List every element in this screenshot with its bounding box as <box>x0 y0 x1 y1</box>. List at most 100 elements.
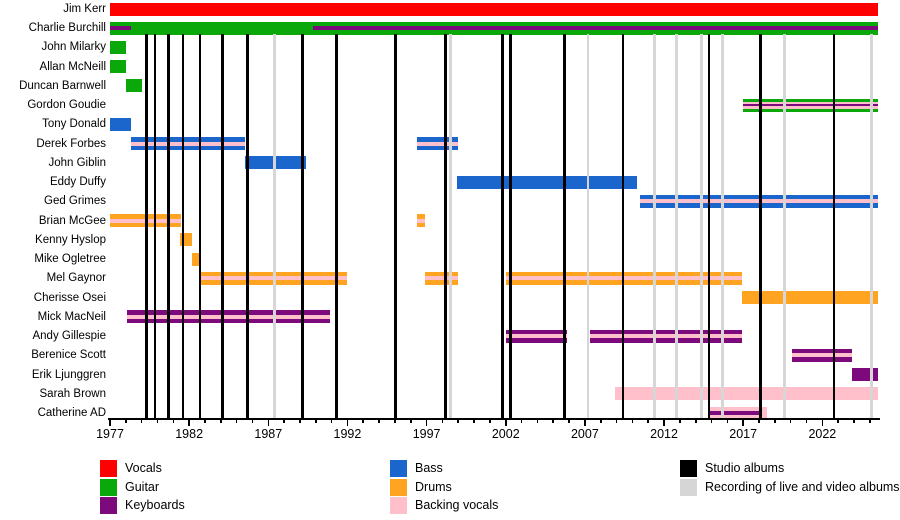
axis-minor-tick <box>758 419 760 424</box>
live-album-line <box>783 33 786 418</box>
member-label: Andy Gillespie <box>32 330 106 343</box>
member-label: Jim Kerr <box>63 3 106 15</box>
studio-album-line <box>501 33 504 418</box>
live-album-line <box>721 33 724 418</box>
studio-album-line <box>832 33 836 418</box>
axis-minor-tick <box>536 419 539 424</box>
axis-minor-tick <box>869 419 871 424</box>
member-label: Erik Ljunggren <box>31 368 106 381</box>
axis-major-tick <box>188 419 190 427</box>
timeline-bar-guitar <box>110 40 126 54</box>
axis-minor-tick <box>473 419 475 424</box>
timeline-bar-bass <box>456 175 638 189</box>
live-album-line <box>700 33 703 418</box>
live-album-line <box>870 33 873 418</box>
axis-minor-tick <box>457 419 460 424</box>
member-label: John Milarky <box>41 41 106 54</box>
axis-minor-tick <box>362 419 365 424</box>
timeline-bar-keyboards <box>589 329 742 343</box>
axis-major-tick <box>109 419 111 427</box>
axis-minor-tick <box>441 419 444 424</box>
axis-minor-tick <box>204 419 206 424</box>
axis-major-tick <box>742 419 744 427</box>
legend-label: Bass <box>415 461 443 475</box>
studio-album-line <box>444 33 447 418</box>
timeline-bar-bass <box>130 137 245 151</box>
timeline-bar-drums <box>425 271 459 285</box>
studio-album-line <box>394 33 397 418</box>
axis-tick-label: 2012 <box>650 427 678 441</box>
legend-label: Studio albums <box>705 461 785 475</box>
axis-minor-tick <box>520 419 523 424</box>
axis-minor-tick <box>172 419 175 424</box>
axis-tick-label: 2007 <box>570 427 599 441</box>
member-label: Eddy Duffy <box>49 176 106 189</box>
axis-minor-tick <box>394 419 396 424</box>
bar-stripe-keyboards <box>312 26 878 31</box>
live-album-line <box>586 33 590 418</box>
timeline-bar-backing_vocals <box>614 387 878 401</box>
axis-tick-label: 1987 <box>254 427 283 441</box>
axis-minor-tick <box>330 419 333 424</box>
axis-minor-tick <box>599 419 602 424</box>
studio-album-line <box>563 33 566 418</box>
member-label: Catherine AD <box>37 407 106 420</box>
axis-major-tick <box>425 419 428 427</box>
live-album-line <box>273 33 276 418</box>
member-label: Cherisse Osei <box>33 291 106 304</box>
bar-stripe-backing_vocals <box>425 276 459 281</box>
studio-album-line <box>221 33 224 418</box>
legend-swatch-studio_album <box>680 460 697 477</box>
studio-album-line <box>509 33 512 418</box>
axis-baseline <box>108 418 880 420</box>
studio-album-line <box>621 33 625 418</box>
studio-album-line <box>167 33 170 418</box>
member-label: Allan McNeill <box>39 60 106 73</box>
live-album-line <box>653 33 656 418</box>
timeline-bar-keyboards <box>792 348 853 362</box>
member-label: Ged Grimes <box>44 195 106 208</box>
member-label: Kenny Hyslop <box>35 233 106 246</box>
legend-swatch-drums <box>390 478 407 496</box>
studio-album-line <box>335 33 338 418</box>
studio-album-line <box>153 33 157 418</box>
timeline-bar-bass <box>110 117 131 131</box>
timeline-bar-guitar <box>110 60 126 74</box>
studio-album-line <box>181 33 185 418</box>
timeline-bar-drums <box>192 252 200 266</box>
bar-stripe-keyboards <box>709 411 761 416</box>
legend-label: Backing vocals <box>415 498 499 512</box>
axis-tick-label: 2017 <box>729 427 758 441</box>
timeline-bar-bass <box>417 137 459 151</box>
legend-swatch-backing_vocals <box>390 497 407 514</box>
studio-album-line <box>246 33 249 418</box>
axis-minor-tick <box>631 419 634 424</box>
axis-minor-tick <box>235 419 238 424</box>
axis-minor-tick <box>805 419 808 424</box>
timeline-bar-guitar <box>743 98 878 112</box>
live-album-line <box>449 33 452 418</box>
axis-major-tick <box>821 419 824 427</box>
live-album-line <box>675 33 678 418</box>
axis-tick-label: 2002 <box>491 427 520 441</box>
member-label: Derek Forbes <box>36 137 106 150</box>
axis-minor-tick <box>679 419 681 424</box>
bar-stripe-backing_vocals <box>417 141 459 146</box>
axis-major-tick <box>267 419 270 427</box>
member-label: Duncan Barnwell <box>19 79 106 92</box>
member-label: John Giblin <box>48 156 106 169</box>
bar-stripe-keyboards <box>110 26 131 31</box>
axis-minor-tick <box>283 419 285 424</box>
axis-minor-tick <box>314 419 317 424</box>
studio-album-line <box>145 33 148 418</box>
axis-minor-tick <box>409 419 412 424</box>
axis-minor-tick <box>774 419 776 424</box>
timeline-bar-keyboards <box>127 310 331 324</box>
axis-tick-label: 1977 <box>96 427 124 441</box>
axis-major-tick <box>584 419 586 427</box>
bar-stripe-backing_vocals <box>792 353 853 358</box>
axis-minor-tick <box>489 419 491 424</box>
axis-minor-tick <box>647 419 649 424</box>
